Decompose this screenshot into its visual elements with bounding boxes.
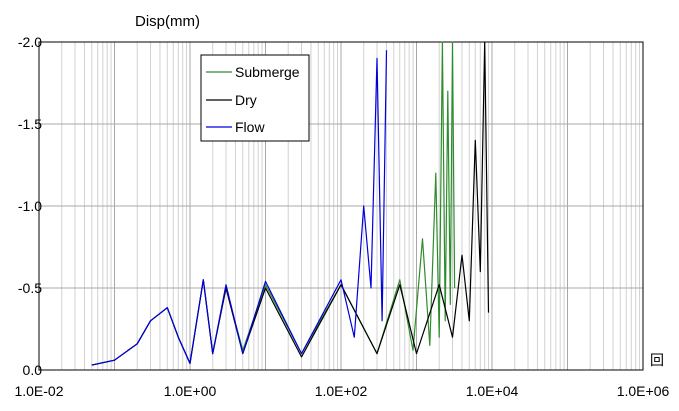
y-tick-label: -0.5 xyxy=(18,280,42,296)
x-tick-label: 1.0E+04 xyxy=(466,383,519,399)
y-tick-label: 0.0 xyxy=(23,362,43,378)
x-tick-label: 1.0E+06 xyxy=(617,383,670,399)
grid xyxy=(39,42,643,370)
plot-frame xyxy=(38,41,644,371)
x-axis-label: 回 xyxy=(650,352,664,368)
legend-label-flow: Flow xyxy=(235,119,265,135)
series-group xyxy=(91,41,490,366)
y-tick-label: -1.5 xyxy=(18,116,42,132)
x-tick-label: 1.0E-02 xyxy=(14,383,63,399)
x-tick-label: 1.0E+00 xyxy=(164,383,217,399)
legend-label-dry: Dry xyxy=(235,92,257,108)
x-tick-label: 1.0E+02 xyxy=(315,383,368,399)
series-line-flow xyxy=(91,50,388,366)
tick-labels: 0.0 -0.5 -1.0 -1.5 -2.0 1.0E-02 1.0E+00 1.0E+02… xyxy=(14,34,669,399)
legend-label-submerge: Submerge xyxy=(235,64,300,80)
y-tick-label: -1.0 xyxy=(18,198,42,214)
legend: Submerge Dry Flow xyxy=(200,54,310,142)
y-axis-label: Disp(mm) xyxy=(135,13,200,30)
y-tick-label: -2.0 xyxy=(18,34,42,50)
